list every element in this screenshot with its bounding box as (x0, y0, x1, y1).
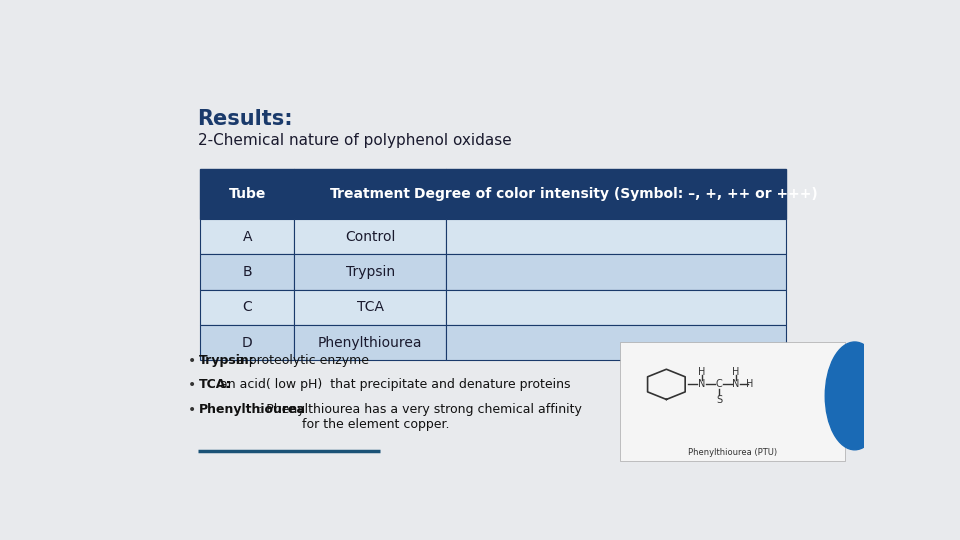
Text: •: • (188, 354, 197, 368)
Text: B: B (242, 265, 252, 279)
Bar (294, 168, 446, 219)
Ellipse shape (826, 342, 884, 450)
Text: Phenylthiourea: Phenylthiourea (199, 403, 306, 416)
Bar (446, 289, 786, 325)
Bar (201, 219, 294, 254)
Text: H: H (732, 367, 740, 377)
Text: Degree of color intensity (Symbol: –, +, ++ or +++): Degree of color intensity (Symbol: –, +,… (414, 187, 818, 201)
Bar (294, 289, 446, 325)
Bar (446, 325, 786, 361)
Bar (294, 254, 446, 289)
Text: Phenylthiourea: Phenylthiourea (318, 336, 422, 350)
Text: Tube: Tube (228, 187, 266, 201)
Bar (620, 342, 845, 461)
Text: Results:: Results: (198, 110, 293, 130)
Text: TCA:: TCA: (199, 378, 231, 391)
Text: C: C (242, 300, 252, 314)
Text: 2-Chemical nature of polyphenol oxidase: 2-Chemical nature of polyphenol oxidase (198, 132, 512, 147)
Bar (201, 325, 294, 361)
Text: N: N (698, 379, 706, 389)
Bar (446, 254, 786, 289)
Text: S: S (716, 395, 722, 405)
Text: : Phenylthiourea has a very strong chemical affinity
           for the element : : Phenylthiourea has a very strong chemi… (257, 403, 582, 431)
Bar (294, 325, 446, 361)
Text: N: N (732, 379, 740, 389)
Text: Treatment: Treatment (329, 187, 411, 201)
Text: Trypsin:: Trypsin: (199, 354, 254, 367)
Text: Phenylthiourea (PTU): Phenylthiourea (PTU) (687, 448, 777, 457)
Bar (201, 254, 294, 289)
Text: an acid( low pH)  that precipitate and denature proteins: an acid( low pH) that precipitate and de… (216, 378, 570, 391)
Text: Trypsin: Trypsin (346, 265, 395, 279)
Text: A: A (243, 230, 252, 244)
Text: H: H (698, 367, 706, 377)
Bar (201, 168, 294, 219)
Text: D: D (242, 336, 252, 350)
Text: H: H (746, 379, 754, 389)
Bar (294, 219, 446, 254)
Bar (446, 219, 786, 254)
Text: •: • (188, 378, 197, 392)
Text: TCA: TCA (357, 300, 384, 314)
Text: a proteolytic enzyme: a proteolytic enzyme (232, 354, 369, 367)
Text: •: • (188, 403, 197, 417)
Text: Control: Control (345, 230, 396, 244)
Bar (201, 289, 294, 325)
Bar (446, 168, 786, 219)
Text: C: C (716, 379, 723, 389)
